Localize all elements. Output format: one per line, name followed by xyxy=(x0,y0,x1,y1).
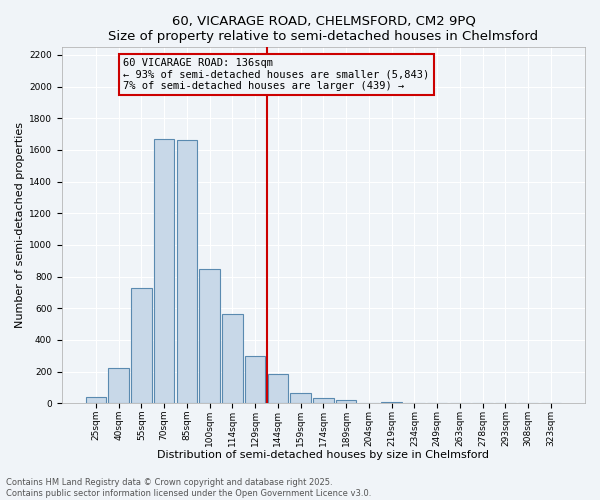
Bar xyxy=(245,356,265,403)
X-axis label: Distribution of semi-detached houses by size in Chelmsford: Distribution of semi-detached houses by … xyxy=(157,450,490,460)
Bar xyxy=(313,398,334,403)
Bar xyxy=(109,368,129,403)
Bar xyxy=(336,400,356,403)
Text: 60 VICARAGE ROAD: 136sqm
← 93% of semi-detached houses are smaller (5,843)
7% of: 60 VICARAGE ROAD: 136sqm ← 93% of semi-d… xyxy=(123,58,430,91)
Bar xyxy=(176,140,197,403)
Bar xyxy=(86,397,106,403)
Bar xyxy=(222,314,242,403)
Bar xyxy=(290,393,311,403)
Bar xyxy=(268,374,288,403)
Text: Contains HM Land Registry data © Crown copyright and database right 2025.
Contai: Contains HM Land Registry data © Crown c… xyxy=(6,478,371,498)
Bar xyxy=(131,288,152,403)
Bar xyxy=(199,270,220,403)
Bar xyxy=(154,139,175,403)
Y-axis label: Number of semi-detached properties: Number of semi-detached properties xyxy=(15,122,25,328)
Bar xyxy=(382,402,402,403)
Title: 60, VICARAGE ROAD, CHELMSFORD, CM2 9PQ
Size of property relative to semi-detache: 60, VICARAGE ROAD, CHELMSFORD, CM2 9PQ S… xyxy=(109,15,539,43)
